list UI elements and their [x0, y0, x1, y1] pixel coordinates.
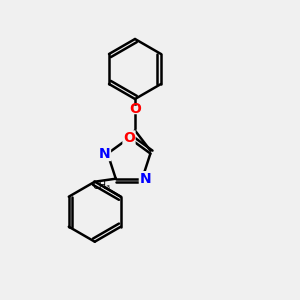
Text: N: N	[99, 146, 110, 161]
Text: CH₃: CH₃	[92, 181, 110, 191]
Text: O: O	[129, 103, 141, 116]
Text: O: O	[123, 131, 135, 145]
Text: N: N	[140, 172, 151, 186]
